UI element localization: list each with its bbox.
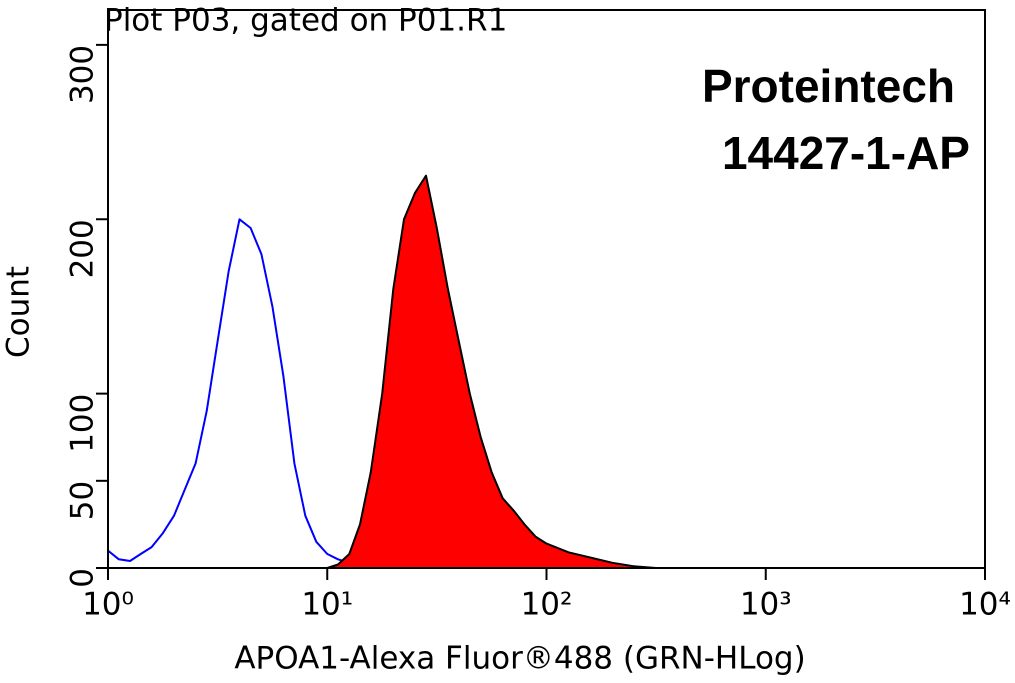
- y-tick-label: 50: [65, 481, 101, 520]
- y-tick-label: 300: [65, 45, 101, 104]
- y-tick-label: 200: [65, 219, 101, 278]
- y-axis-label: Count: [1, 266, 37, 358]
- x-tick-label: 10⁴: [959, 587, 1011, 623]
- x-tick-label: 10⁰: [82, 587, 134, 623]
- x-tick-label: 10³: [740, 587, 792, 623]
- area: [107, 174, 986, 569]
- annotation: 14427-1-AP: [722, 127, 970, 179]
- x-tick-label: 10¹: [301, 587, 353, 623]
- annotation: Proteintech: [702, 60, 955, 112]
- line: [107, 218, 985, 569]
- x-axis-label: APOA1-Alexa Fluor®488 (GRN-HLog): [234, 641, 805, 677]
- y-tick-label: 100: [65, 394, 101, 453]
- x-tick-label: 10²: [521, 587, 573, 623]
- y-tick-label: 0: [65, 568, 101, 588]
- chart-title: Plot P03, gated on P01.R1: [104, 3, 507, 39]
